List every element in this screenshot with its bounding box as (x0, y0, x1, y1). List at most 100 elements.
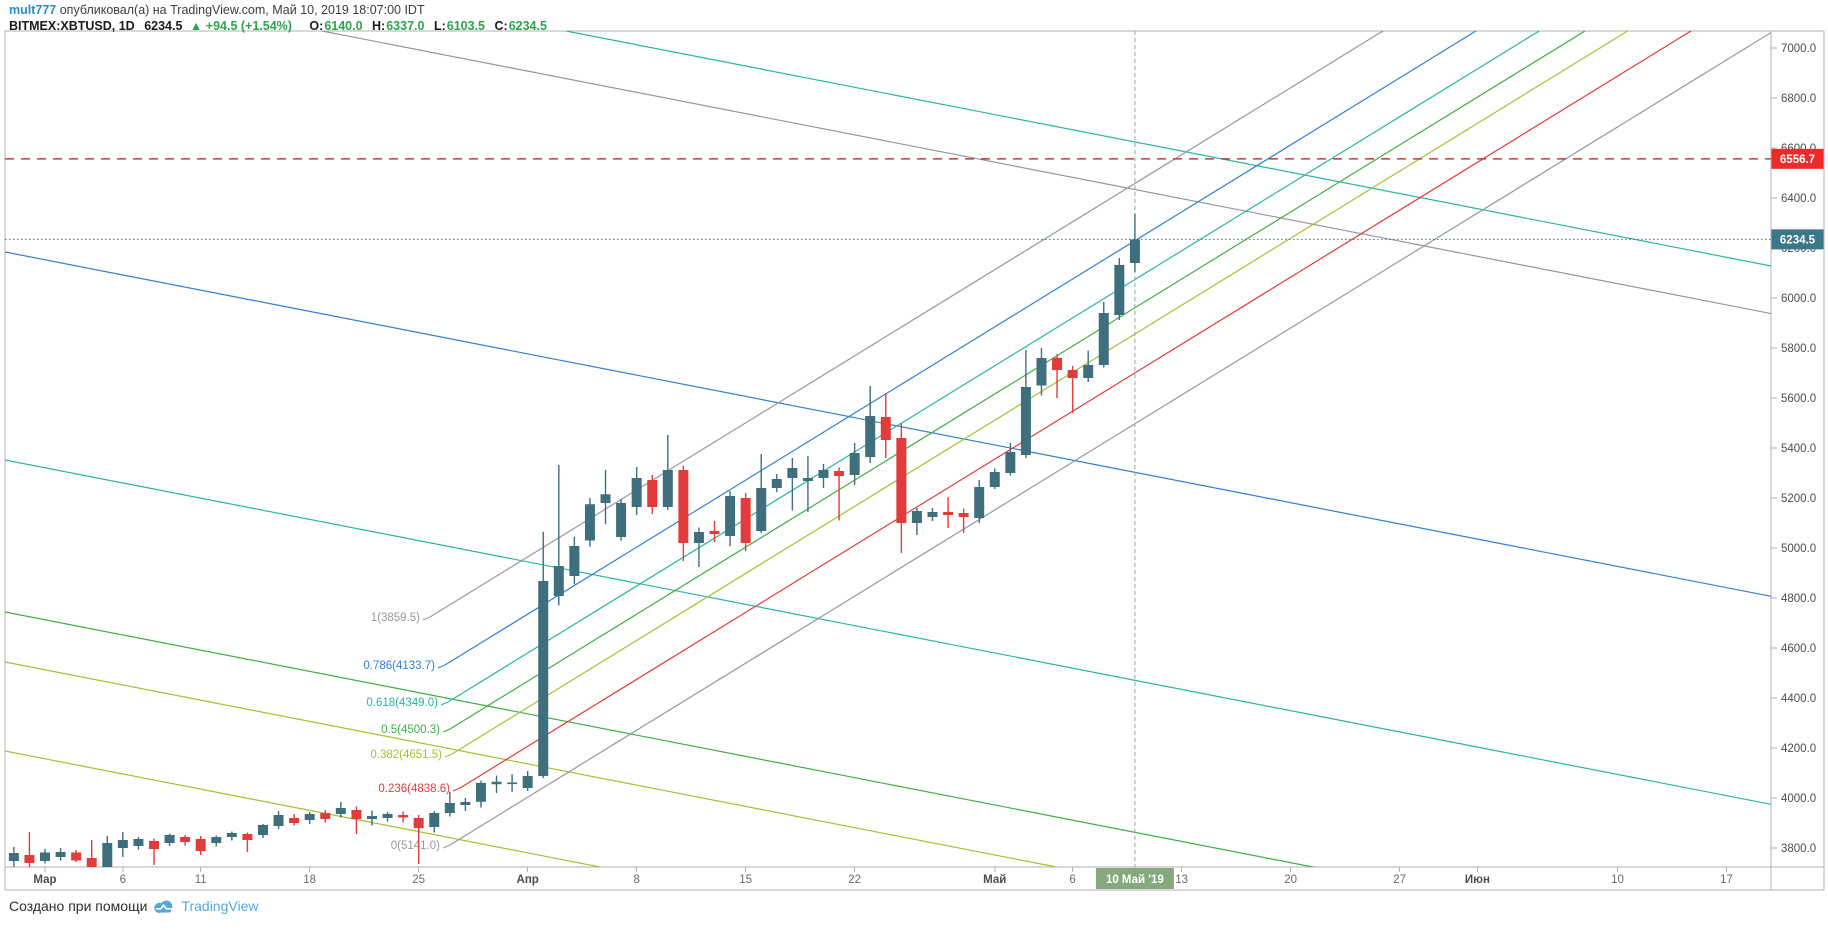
price-tick-label: 4600.0 (1781, 643, 1816, 655)
candle (366, 810, 377, 826)
candle (849, 443, 860, 485)
candle (507, 774, 518, 792)
tradingview-link[interactable]: TradingView (181, 898, 259, 914)
time-tick-label: Апр (517, 874, 539, 886)
candle (8, 847, 19, 867)
candle (522, 771, 533, 791)
fib-level-label: 0.236(4838.6) (378, 783, 450, 795)
symbol-title: BITMEX:XBTUSD, 1D (9, 19, 135, 33)
ohlc-values: O:6140.0 H:6337.0 L:6103.5 C:6234.5 (309, 19, 547, 33)
candle (242, 832, 253, 852)
candle (148, 838, 159, 865)
time-tick-label: 6 (120, 874, 126, 886)
time-tick-label: 13 (1175, 874, 1188, 886)
candle (569, 536, 580, 585)
publication-line: mult777 опубликовал(а) на TradingView.co… (9, 3, 547, 17)
author-link[interactable]: mult777 (9, 3, 57, 17)
price-tick-label: 5600.0 (1781, 393, 1816, 405)
price-tick-label: 6400.0 (1781, 193, 1816, 205)
symbol-status-line: BITMEX:XBTUSD, 1D 6234.5 ▲ +94.5 (+1.54%… (9, 19, 547, 33)
candle (927, 508, 938, 521)
candle (600, 470, 611, 525)
time-tick-label: 25 (412, 874, 425, 886)
candle (1036, 348, 1047, 396)
time-tick-label: 22 (848, 874, 861, 886)
low-value: 6103.5 (446, 19, 485, 33)
time-tick-label: 20 (1284, 874, 1297, 886)
candle (989, 468, 1000, 489)
candle (413, 815, 424, 864)
current-price-badge: 6234.5 (1771, 229, 1824, 250)
open-value: 6140.0 (324, 19, 363, 33)
svg-text:6556.7: 6556.7 (1780, 154, 1815, 166)
candle (553, 465, 564, 606)
time-tick-label: 11 (195, 874, 207, 886)
fib-level-label: 0(5141.0) (391, 840, 440, 852)
candle (398, 811, 409, 823)
candle (211, 835, 222, 847)
time-tick-label: 8 (633, 874, 639, 886)
chart-frame (4, 30, 1825, 891)
candle (86, 840, 97, 867)
candle (818, 464, 829, 488)
price-tick-label: 7000.0 (1781, 43, 1816, 55)
time-axis[interactable]: Мар 6 11 18 25 Апр 8 15 22 Май 6 13 20 27 Июн 10 17 (33, 867, 1733, 886)
candle (257, 824, 268, 838)
candle (538, 531, 549, 778)
svg-text:6234.5: 6234.5 (1780, 234, 1816, 246)
candle (958, 508, 969, 533)
candle (351, 806, 362, 834)
price-tick-label: 6000.0 (1781, 293, 1816, 305)
time-tick-label: 17 (1720, 874, 1733, 886)
candle (475, 780, 486, 808)
candle (1005, 443, 1016, 476)
fib-level-label: 1(3859.5) (371, 612, 420, 624)
candle (444, 792, 455, 817)
candle (740, 493, 751, 551)
candle (662, 435, 673, 510)
candle (133, 837, 144, 850)
candle (491, 775, 502, 793)
candle (896, 423, 907, 553)
candle (584, 498, 595, 547)
date-badge: 10 Май '19 (1095, 868, 1174, 889)
candle (1067, 366, 1078, 413)
candle (1129, 213, 1140, 273)
candle (304, 812, 315, 824)
candle (195, 836, 206, 855)
candle (226, 831, 237, 841)
price-tick-label: 5000.0 (1781, 543, 1816, 555)
candle (1083, 350, 1094, 382)
descending-channel-lines (5, 31, 1771, 867)
candle (71, 850, 82, 862)
published-text: опубликовал(а) на TradingView.com, Май 1… (59, 3, 425, 17)
candle (880, 393, 891, 458)
tradingview-logo-icon[interactable] (152, 899, 176, 914)
time-tick-label: Июн (1465, 874, 1490, 886)
price-tick-label: 4000.0 (1781, 793, 1816, 805)
candle (1098, 302, 1109, 368)
fib-level-label: 0.786(4133.7) (363, 660, 435, 672)
candle (273, 811, 284, 829)
candle (865, 386, 876, 463)
price-tick-label: 5200.0 (1781, 493, 1816, 505)
candle (320, 810, 331, 823)
fib-level-label: 0.382(4651.5) (370, 749, 442, 761)
time-tick-label: 18 (303, 874, 316, 886)
candle (335, 802, 346, 818)
created-with-text: Создано при помощи (9, 898, 148, 914)
candle (787, 458, 798, 511)
candle (647, 475, 658, 514)
price-tick-label: 3800.0 (1781, 843, 1816, 855)
candle (117, 832, 128, 857)
fib-channel: 1(3859.5) 0.786(4133.7) 0.618(4349.0) 0.5(4… (363, 31, 1771, 852)
candle (802, 456, 813, 512)
candle (771, 474, 782, 492)
candle (40, 849, 50, 864)
high-value: 6337.0 (386, 19, 425, 33)
plot-area[interactable]: 1(3859.5) 0.786(4133.7) 0.618(4349.0) 0.5(4… (0, 0, 1771, 930)
time-tick-label: 15 (739, 874, 752, 886)
price-tick-label: 4800.0 (1781, 593, 1816, 605)
